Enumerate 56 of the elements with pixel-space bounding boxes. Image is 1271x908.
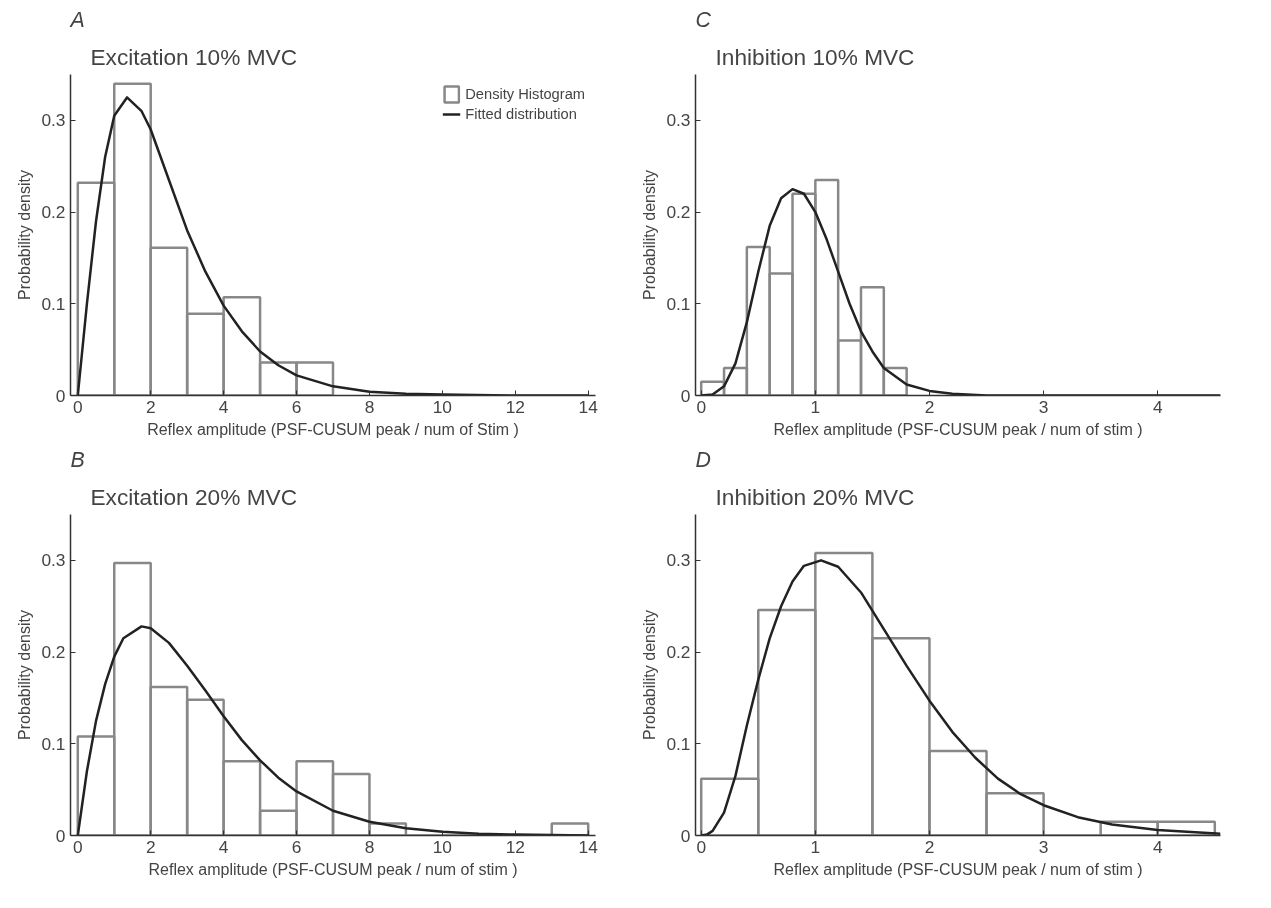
x-tick-label: 4 (1152, 396, 1163, 417)
x-tick-label: 0 (696, 836, 707, 857)
y-tick-label: 0.2 (666, 202, 691, 223)
legend-label: Density Histogram (465, 86, 585, 102)
y-tick-label: 0.2 (41, 202, 66, 223)
x-tick-label: 3 (1038, 836, 1049, 857)
text: D (695, 447, 711, 472)
x-tick-label: 8 (364, 836, 375, 857)
x-tick-label: 12 (505, 396, 525, 417)
legend-label: Fitted distribution (465, 106, 577, 122)
y-axis-title: Probability density (641, 170, 659, 300)
x-tick-label: 6 (291, 836, 302, 857)
x-tick-label: 8 (364, 396, 375, 417)
y-tick-label: 0.3 (666, 550, 691, 571)
text: A (68, 7, 85, 32)
y-tick-label: 0.2 (41, 642, 66, 663)
x-tick-label: 10 (432, 396, 453, 417)
x-tick-label: 2 (924, 836, 935, 857)
chart-title: Inhibition 10% MVC (715, 43, 915, 70)
x-tick-label: 0 (72, 836, 83, 857)
x-tick-label: 1 (810, 836, 821, 857)
y-tick-label: 0.3 (666, 110, 691, 131)
y-tick-label: 0.1 (41, 293, 66, 314)
chart-title: Excitation 20% MVC (90, 483, 298, 510)
chart-title: Inhibition 20% MVC (715, 483, 915, 510)
y-tick-label: 0.3 (41, 550, 66, 571)
y-tick-label: 0.1 (41, 733, 66, 754)
y-axis-title: Probability density (16, 170, 34, 300)
x-axis-title: Reflex amplitude (PSF-CUSUM peak / num of stim ) (773, 860, 1143, 878)
x-tick-label: 0 (696, 396, 707, 417)
y-axis-title: Probability density (16, 610, 34, 740)
x-tick-label: 2 (924, 396, 935, 417)
x-tick-label: 4 (1152, 836, 1163, 857)
x-axis-title: Reflex amplitude (PSF-CUSUM peak / num of stim ) (148, 860, 518, 878)
text: B (70, 447, 85, 472)
y-tick-label: 0.3 (41, 110, 66, 131)
x-tick-label: 10 (432, 836, 453, 857)
x-tick-label: 3 (1038, 396, 1049, 417)
x-tick-label: 6 (291, 396, 302, 417)
x-tick-label: 14 (578, 836, 599, 857)
y-axis-title: Probability density (641, 610, 659, 740)
chart-title: Excitation 10% MVC (90, 43, 298, 70)
y-tick-label: 0.1 (666, 293, 691, 314)
y-tick-label: 0.1 (666, 733, 691, 754)
x-axis-title: Reflex amplitude (PSF-CUSUM peak / num of Stim ) (147, 420, 519, 438)
x-tick-label: 2 (145, 396, 156, 417)
x-tick-label: 0 (72, 396, 83, 417)
text: C (695, 7, 712, 32)
x-tick-label: 12 (505, 836, 525, 857)
y-tick-label: 0.2 (666, 642, 691, 663)
x-axis-title: Reflex amplitude (PSF-CUSUM peak / num of stim ) (773, 420, 1143, 438)
x-tick-label: 14 (578, 396, 599, 417)
x-tick-label: 2 (145, 836, 156, 857)
x-tick-label: 1 (810, 396, 821, 417)
x-tick-label: 4 (218, 836, 229, 857)
x-tick-label: 4 (218, 396, 229, 417)
